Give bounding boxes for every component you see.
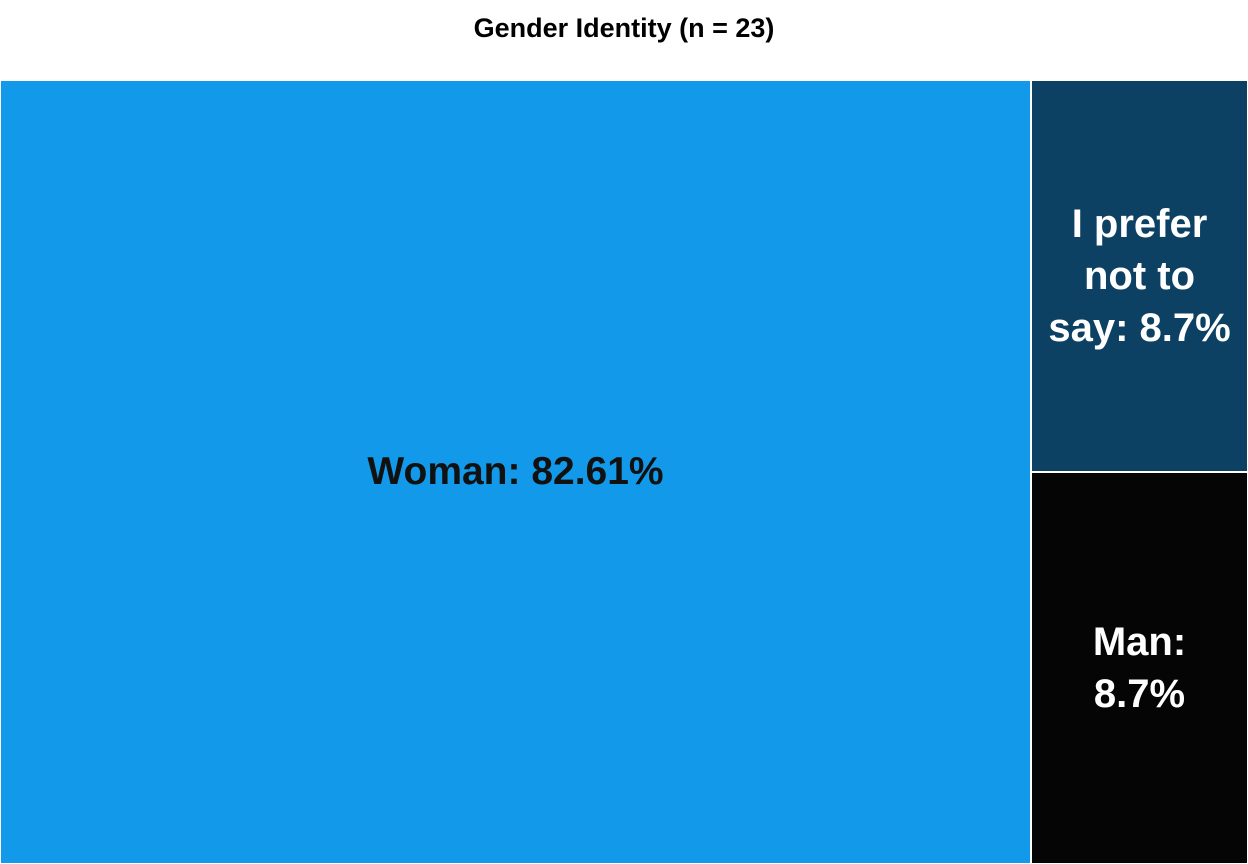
treemap-plot-area: Woman: 82.61% I prefer not to say: 8.7% … xyxy=(0,80,1248,864)
tile-label-woman: Woman: 82.61% xyxy=(367,449,664,493)
tile-prefer-not-to-say: I prefer not to say: 8.7% xyxy=(1031,80,1248,472)
tile-label-man: Man: 8.7% xyxy=(1092,620,1187,716)
chart-title: Gender Identity (n = 23) xyxy=(473,13,775,43)
tile-woman: Woman: 82.61% xyxy=(0,80,1031,864)
tile-man: Man: 8.7% xyxy=(1031,472,1248,864)
tile-label-prefer-not-to-say: I prefer not to say: 8.7% xyxy=(1048,202,1231,350)
